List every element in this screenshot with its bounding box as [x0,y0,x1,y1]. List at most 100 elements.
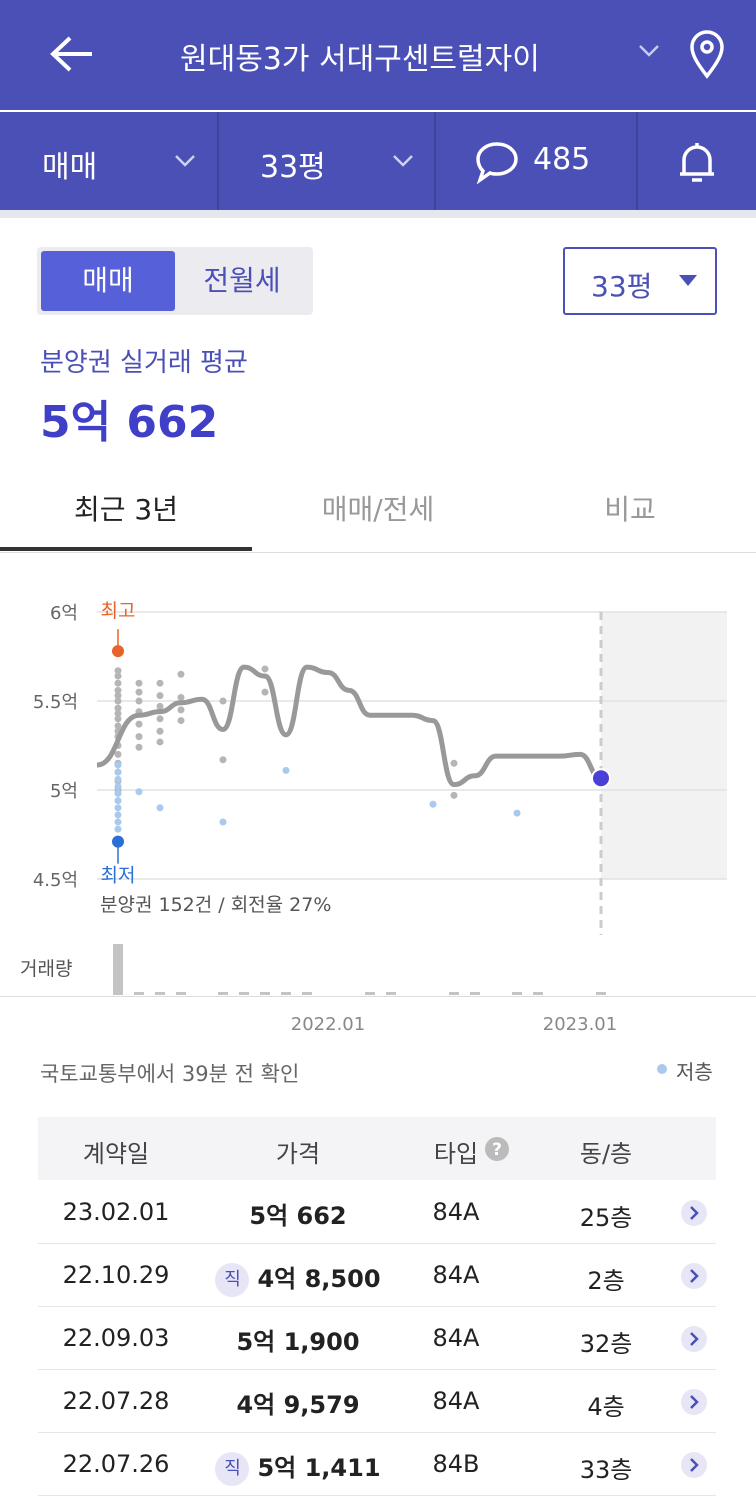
price-cell: 직 4억 8,500 [208,1259,388,1297]
floor: 4층 [587,1393,625,1421]
volume-bar [302,992,312,995]
trade-point [114,709,122,717]
unit-type: 84A [432,1261,480,1289]
trade-point [114,825,122,833]
trade-point [114,704,122,712]
volume-bar [596,992,606,995]
volume-bar [176,992,186,995]
column-header: 동/층 [579,1140,633,1168]
trade-point [219,756,227,764]
trade-point [114,692,122,700]
volume-bar [470,992,480,995]
stats-text: 분양권 152건 / 회전율 27% [100,894,331,916]
price: 5억 1,900 [236,1328,360,1356]
unit-type: 84A [432,1324,480,1352]
tab-divider [0,552,756,553]
trade-point [156,715,164,723]
toggle-rent[interactable]: 전월세 [203,264,281,297]
latest-point [591,768,611,789]
trade-point [156,702,164,710]
trade-point [450,791,458,799]
trade-point [429,800,437,808]
trade-point [114,697,122,705]
price: 5억 662 [249,1202,347,1230]
trade-point [114,811,122,819]
trade-filter[interactable]: 매매 [42,150,98,185]
volume-bar [533,992,543,995]
dropdown-icon [175,155,195,167]
volume-bar [281,992,291,995]
trade-point [114,679,122,687]
trade-point [135,697,143,705]
top-bar: 원대동3가 서대구센트럴자이 [0,0,756,110]
trade-point [135,733,143,741]
tab[interactable]: 매매/전세 [321,493,435,526]
unit-type: 84B [432,1450,480,1478]
y-tick-label: 5.5억 [33,692,78,713]
tab[interactable]: 비교 [604,493,656,526]
trade-point [156,727,164,735]
select-arrow [679,275,697,286]
annotation-label: 최고 [101,600,136,622]
contract-date: 23.02.01 [62,1198,170,1226]
trade-point [177,670,185,678]
volume-bar [155,992,165,995]
table-row[interactable] [38,1433,716,1496]
toggle-sale[interactable]: 매매 [41,251,175,311]
floor: 2층 [587,1267,625,1295]
filter-bar [0,112,756,210]
y-tick-label: 5억 [50,781,78,802]
summary-label: 분양권 실거래 평균 [40,348,248,378]
volume-bar [134,992,144,995]
trade-point [114,790,122,798]
floor: 25층 [579,1204,633,1232]
future-area [601,612,727,879]
location-button[interactable] [688,30,726,80]
size-select[interactable]: 33평 [563,247,717,315]
trade-point [135,788,143,796]
price-cell: 5억 1,900 [208,1322,388,1357]
table-row[interactable] [38,1244,716,1307]
trend-line [96,664,602,788]
volume-bar [218,992,228,995]
contract-date: 22.10.29 [62,1261,170,1289]
volume-bar [260,992,270,995]
size-filter[interactable]: 33평 [260,150,326,185]
trade-point [156,804,164,812]
trade-point [450,759,458,767]
direct-badge: 직 [215,1263,250,1297]
unit-type: 84A [432,1198,480,1226]
row-arrow[interactable] [680,1451,708,1479]
tab[interactable]: 최근 3년 [74,493,178,526]
trade-point [114,768,122,776]
alert-button[interactable] [676,140,718,186]
help-icon[interactable]: ? [484,1136,510,1162]
row-arrow[interactable] [680,1199,708,1227]
column-header: 타입 [433,1140,479,1168]
volume-bar [365,992,375,995]
trade-point [114,775,122,783]
contract-date: 22.07.28 [62,1387,170,1415]
row-arrow[interactable] [680,1262,708,1290]
legend-label: 저층 [676,1060,713,1084]
divider [0,210,756,218]
table-row[interactable] [38,1307,716,1370]
trade-point [114,686,122,694]
title-dropdown[interactable] [638,44,660,58]
row-arrow[interactable] [680,1388,708,1416]
trade-point [114,715,122,723]
row-arrow[interactable] [680,1325,708,1353]
table-row[interactable] [38,1370,716,1433]
separator [434,112,436,210]
y-tick-label: 4.5억 [33,870,78,891]
table-row[interactable] [38,1181,716,1244]
trade-point [114,782,122,790]
price-cell: 4억 9,579 [208,1385,388,1420]
trade-point [156,738,164,746]
trade-point [513,809,521,817]
comment-count[interactable]: 485 [533,142,591,177]
volume-bar [449,992,459,995]
trade-point [219,818,227,826]
back-button[interactable] [48,34,94,74]
